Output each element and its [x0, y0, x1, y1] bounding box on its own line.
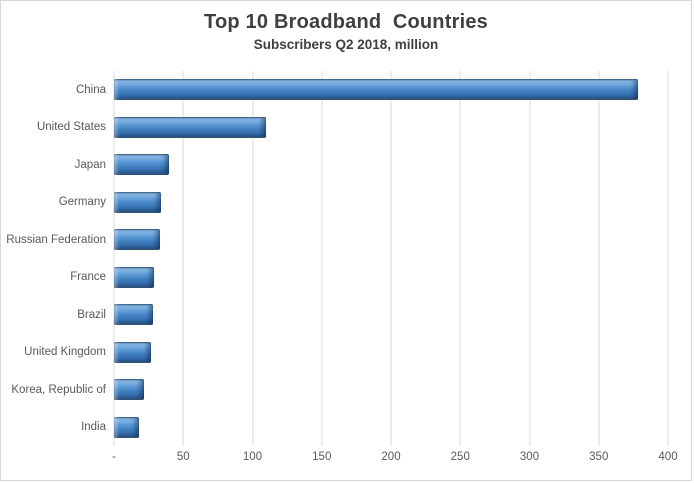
- x-tick-label: 50: [176, 451, 190, 463]
- bar-row: United Kingdom: [1, 334, 691, 372]
- category-label: Korea, Republic of: [11, 383, 106, 396]
- bar-france: [114, 266, 155, 288]
- chart-title: Top 10 Broadband Countries: [204, 11, 488, 33]
- bar-row: Germany: [1, 184, 691, 222]
- gridline: [529, 71, 530, 446]
- gridline: [459, 71, 461, 446]
- category-label: Brazil: [77, 308, 106, 321]
- bar-russian-federation: [114, 229, 160, 251]
- bar-korea-republic-of: [114, 379, 145, 401]
- bar-united-kingdom: [114, 341, 152, 363]
- bar-row: United States: [1, 109, 691, 147]
- bar-track: [114, 304, 668, 326]
- category-label: Japan: [74, 158, 106, 171]
- bar-track: [114, 379, 668, 401]
- bar-row: France: [1, 259, 691, 297]
- x-tick-label: 300: [519, 451, 540, 463]
- chart-subtitle: Subscribers Q2 2018, million: [253, 37, 439, 52]
- x-tick-label: 200: [381, 451, 401, 463]
- category-label: India: [81, 421, 106, 434]
- bar-brazil: [114, 304, 153, 326]
- bar-china: [114, 79, 638, 101]
- bar-track: [114, 341, 668, 363]
- bar-row: Korea, Republic of: [1, 371, 691, 409]
- bar-track: [114, 266, 668, 288]
- category-label: United States: [36, 121, 106, 134]
- plot-area: [113, 71, 669, 446]
- category-label: Germany: [58, 196, 106, 209]
- x-tick-label: 100: [242, 451, 263, 463]
- bar-track: [114, 191, 668, 213]
- bar-track: [114, 79, 668, 101]
- gridline: [321, 71, 323, 446]
- category-label: United Kingdom: [24, 346, 106, 359]
- x-axis: - 50 100 150 200 250 300 350 400: [112, 451, 678, 469]
- bar-row: India: [1, 409, 691, 447]
- bar-united-states: [114, 116, 267, 138]
- category-label: Russian Federation: [6, 233, 106, 246]
- x-tick-label: 150: [312, 451, 332, 463]
- category-label: France: [70, 271, 106, 284]
- category-label: China: [75, 83, 106, 96]
- x-tick-label: 250: [450, 451, 470, 463]
- bar-rows: China United States Japan Germany Russian Fe…: [1, 71, 691, 447]
- x-tick-label: 350: [589, 451, 609, 463]
- gridline: [113, 71, 115, 446]
- gridline: [390, 71, 392, 446]
- gridline: [252, 71, 253, 446]
- x-tick-label: -: [112, 451, 116, 463]
- x-tick-label: 400: [658, 451, 678, 463]
- bar-japan: [114, 154, 170, 176]
- gridline: [667, 71, 669, 446]
- bar-track: [114, 416, 668, 438]
- bar-germany: [114, 191, 162, 213]
- bar-india: [114, 416, 139, 438]
- bar-row: Japan: [1, 146, 691, 184]
- gridline: [598, 71, 600, 446]
- bar-track: [114, 154, 668, 176]
- chart-header: Top 10 Broadband Countries Subscribers Q…: [1, 11, 691, 52]
- bar-track: [114, 116, 668, 138]
- bar-row: China: [1, 71, 691, 109]
- bar-track: [114, 229, 668, 251]
- bar-row: Russian Federation: [1, 221, 691, 259]
- bar-row: Brazil: [1, 296, 691, 334]
- gridline: [182, 71, 184, 446]
